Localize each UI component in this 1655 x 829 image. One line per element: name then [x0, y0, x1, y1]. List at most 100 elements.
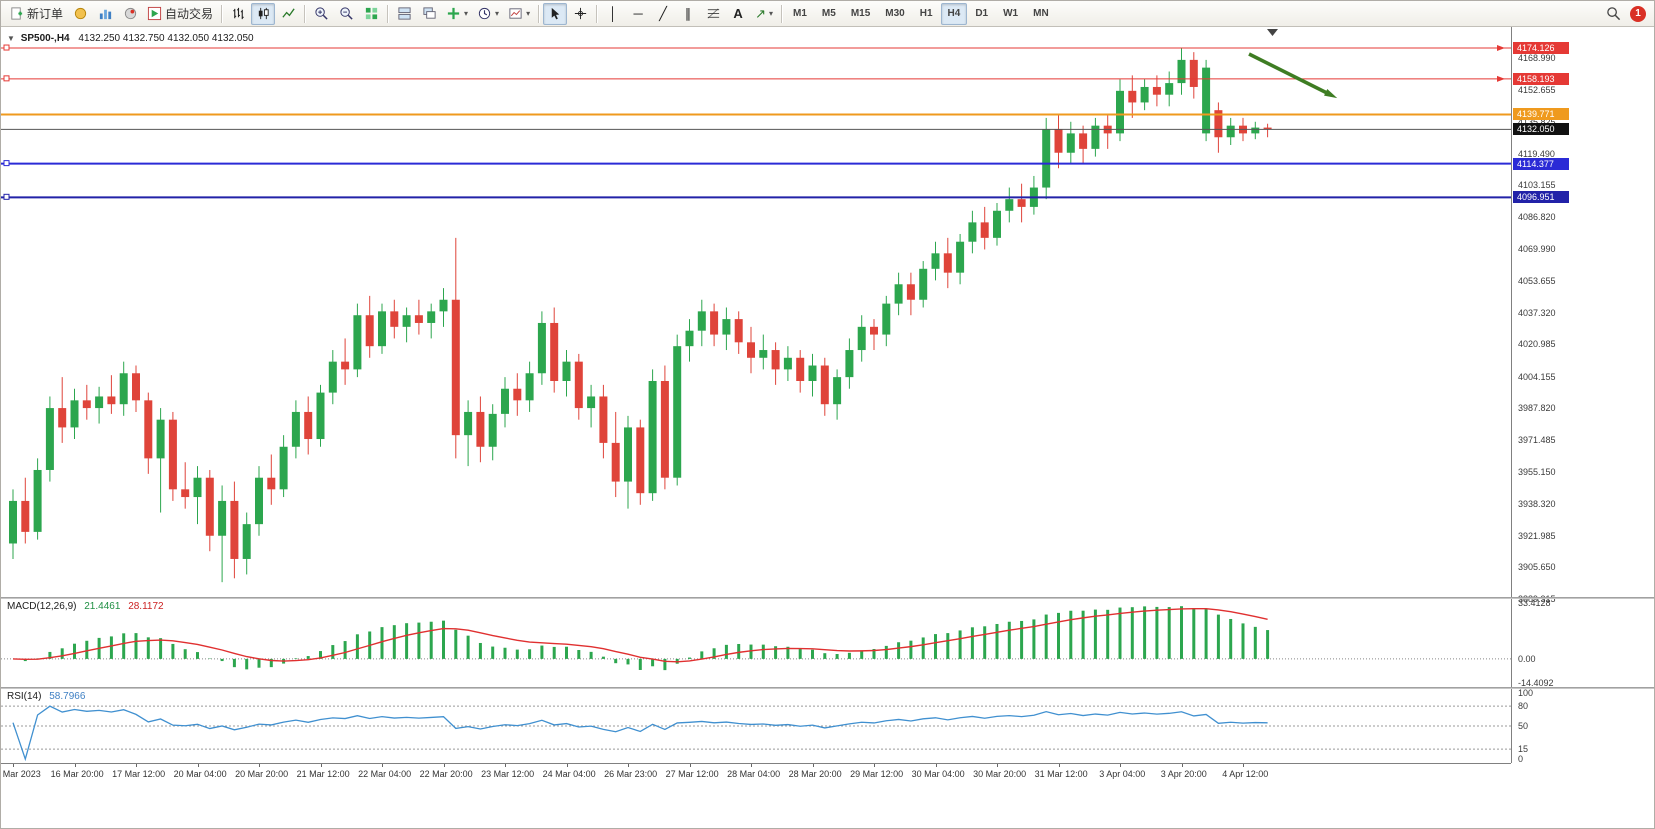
shapes-tool-button[interactable]: ↗ ▾ [751, 3, 777, 25]
price-tick-label: 4103.155 [1518, 180, 1556, 191]
clock-icon [477, 6, 492, 21]
vertical-line-tool-button[interactable]: │ [601, 3, 625, 25]
trendline-tool-button[interactable]: ╱ [651, 3, 675, 25]
toolbar-separator [596, 4, 598, 23]
time-label: 24 Mar 04:00 [542, 769, 596, 779]
time-tick [320, 764, 322, 767]
grid-icon [364, 6, 379, 21]
period-menu-button[interactable]: ▾ [473, 3, 503, 25]
timeframe-m5-button[interactable]: M5 [821, 8, 836, 19]
zoom-in-button[interactable] [309, 3, 333, 25]
rsi-pane-splitter[interactable] [1, 687, 1654, 689]
time-tick [1181, 764, 1183, 767]
zoom-out-button[interactable] [334, 3, 358, 25]
add-indicator-icon [446, 6, 461, 21]
macd-pane-splitter[interactable] [1, 597, 1654, 599]
bar-chart-mode-button[interactable] [226, 3, 250, 25]
time-tick [197, 764, 199, 767]
price-tick-label: 3971.485 [1518, 435, 1556, 446]
ohlc-values-label: 4132.250 4132.750 4132.050 4132.050 [78, 33, 254, 44]
tile-windows-button[interactable] [392, 3, 416, 25]
line-price-badge: 4158.193 [1513, 72, 1569, 85]
time-label: 29 Mar 12:00 [850, 769, 904, 779]
price-tick-label: 4069.990 [1518, 244, 1556, 255]
channel-tool-button[interactable]: ∥ [676, 3, 700, 25]
rsi-canvas[interactable] [1, 689, 1511, 763]
rsi-axis-label: 50 [1518, 721, 1529, 731]
price-tick-label: 4152.655 [1518, 84, 1556, 95]
macd-axis-label: 0.00 [1518, 653, 1536, 664]
timeframe-m15-button[interactable]: M15 [850, 8, 871, 19]
auto-arrange-button[interactable] [359, 3, 383, 25]
metaeditor-button[interactable] [68, 3, 92, 25]
price-tick-label: 4168.990 [1518, 52, 1556, 63]
strategy-tester-button[interactable] [118, 3, 142, 25]
chart-title: ▼ SP500-,H4 4132.250 4132.750 4132.050 4… [7, 33, 254, 44]
time-label: 20 Mar 04:00 [173, 769, 227, 779]
macd-canvas[interactable] [1, 599, 1511, 687]
line-price-badge: 4174.126 [1513, 42, 1569, 55]
timeframe-m30-button[interactable]: M30 [885, 8, 905, 19]
time-tick [812, 764, 814, 767]
time-label: 28 Mar 04:00 [727, 769, 781, 779]
add-indicator-button[interactable]: ▾ [442, 3, 472, 25]
cursor-icon [548, 6, 563, 21]
text-tool-button[interactable]: A [726, 3, 750, 25]
price-tick-label: 4053.655 [1518, 276, 1556, 287]
market-watch-button[interactable] [93, 3, 117, 25]
trendline-icon: ╱ [659, 6, 667, 21]
line-chart-mode-button[interactable] [276, 3, 300, 25]
macd-name: MACD(12,26,9) [7, 601, 77, 612]
price-tick-label: 4037.320 [1518, 307, 1556, 318]
time-label: 22 Mar 20:00 [419, 769, 473, 779]
price-tick-label: 3955.150 [1518, 466, 1556, 477]
time-tick [689, 764, 691, 767]
rsi-axis-label: 100 [1518, 687, 1534, 698]
price-axis[interactable]: 4168.990 4152.655 4135.825 4119.490 4103.155… [1511, 27, 1654, 764]
main-chart-canvas[interactable] [1, 27, 1511, 599]
timeframe-w1-button[interactable]: W1 [1003, 8, 1019, 19]
fibonacci-tool-button[interactable] [701, 3, 725, 25]
rsi-axis-label: 80 [1518, 701, 1529, 712]
market-watch-icon [98, 6, 113, 21]
search-button[interactable] [1601, 3, 1625, 25]
crosshair-tool-button[interactable] [568, 3, 592, 25]
time-label: 4 Apr 12:00 [1222, 769, 1269, 779]
zoom-in-icon [314, 6, 329, 21]
time-tick [628, 764, 629, 767]
text-icon: A [733, 6, 743, 21]
time-tick [997, 764, 998, 767]
autotrading-button[interactable]: 自动交易 [143, 3, 217, 25]
new-order-button[interactable]: 新订单 [5, 3, 67, 25]
timeframe-d1-button[interactable]: D1 [975, 8, 989, 19]
timeframe-mn-button[interactable]: MN [1033, 8, 1049, 19]
new-order-icon [9, 6, 24, 21]
timeframe-m1-button[interactable]: M1 [793, 8, 807, 19]
notification-badge[interactable]: 1 [1630, 5, 1646, 22]
macd-axis-label: 33.4128 [1518, 597, 1551, 608]
template-menu-button[interactable]: ▾ [504, 3, 534, 25]
time-label: 28 Mar 20:00 [788, 769, 842, 779]
horizontal-line-icon: ─ [633, 6, 643, 21]
one-click-trading-toggle-icon[interactable]: ▼ [7, 34, 15, 43]
rsi-name: RSI(14) [7, 691, 42, 702]
time-label: 21 Mar 12:00 [296, 769, 350, 779]
cascade-windows-button[interactable] [417, 3, 441, 25]
time-tick [1120, 764, 1121, 767]
price-tick-label: 4004.155 [1518, 371, 1556, 382]
horizontal-line-tool-button[interactable]: ─ [626, 3, 650, 25]
time-axis[interactable]: 16 Mar 2023 16 Mar 20:00 17 Mar 12:00 20 Ma… [1, 763, 1511, 783]
symbol-period-label: SP500-,H4 [20, 33, 70, 44]
time-tick [259, 764, 260, 767]
candlestick-mode-button[interactable] [251, 2, 276, 25]
toolbar-separator [387, 4, 389, 23]
time-label: 3 Apr 20:00 [1160, 769, 1207, 779]
cursor-tool-button[interactable] [543, 2, 568, 25]
rsi-axis-label: 15 [1518, 744, 1529, 755]
toolbar-separator [781, 4, 782, 23]
timeframe-h4-button[interactable]: H4 [940, 2, 968, 25]
time-label: 3 Apr 04:00 [1099, 769, 1146, 779]
timeframe-h1-button[interactable]: H1 [919, 8, 933, 19]
price-tick-label: 4020.985 [1518, 339, 1556, 350]
